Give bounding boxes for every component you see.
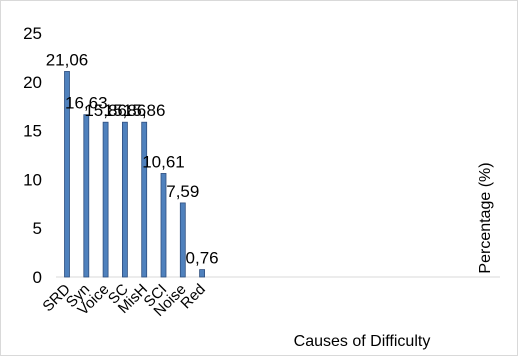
- bar: [122, 121, 128, 278]
- y-axis-title: Percentage (%): [477, 162, 494, 273]
- bar-data-label: 10,61: [142, 152, 185, 171]
- bar: [141, 121, 148, 278]
- y-tick-label: 10: [23, 170, 42, 189]
- x-axis-title: Causes of Difficulty: [294, 333, 431, 350]
- y-axis-ticks: 0 5 10 15 20 25: [23, 24, 42, 287]
- bar-data-label: 16,63: [65, 94, 108, 113]
- y-tick-label: 20: [23, 73, 42, 92]
- bar-data-label: 15,86: [84, 101, 127, 120]
- bar: [102, 121, 109, 278]
- y-tick-label: 25: [23, 24, 42, 43]
- bar: [83, 114, 90, 278]
- bar: [160, 173, 167, 278]
- bar: [179, 202, 186, 278]
- bars: [64, 71, 206, 278]
- bar-data-label: 15,86: [123, 101, 166, 120]
- y-tick-label: 15: [23, 122, 42, 141]
- y-tick-label: 0: [33, 268, 42, 287]
- bar: [64, 71, 70, 278]
- bar-data-label: 0,76: [186, 249, 219, 268]
- bar-data-label: 15,86: [104, 101, 147, 120]
- bar-data-label: 21,06: [46, 50, 89, 69]
- y-tick-label: 5: [33, 219, 42, 238]
- bar: [199, 269, 206, 278]
- bar-data-label: 7,59: [166, 182, 199, 201]
